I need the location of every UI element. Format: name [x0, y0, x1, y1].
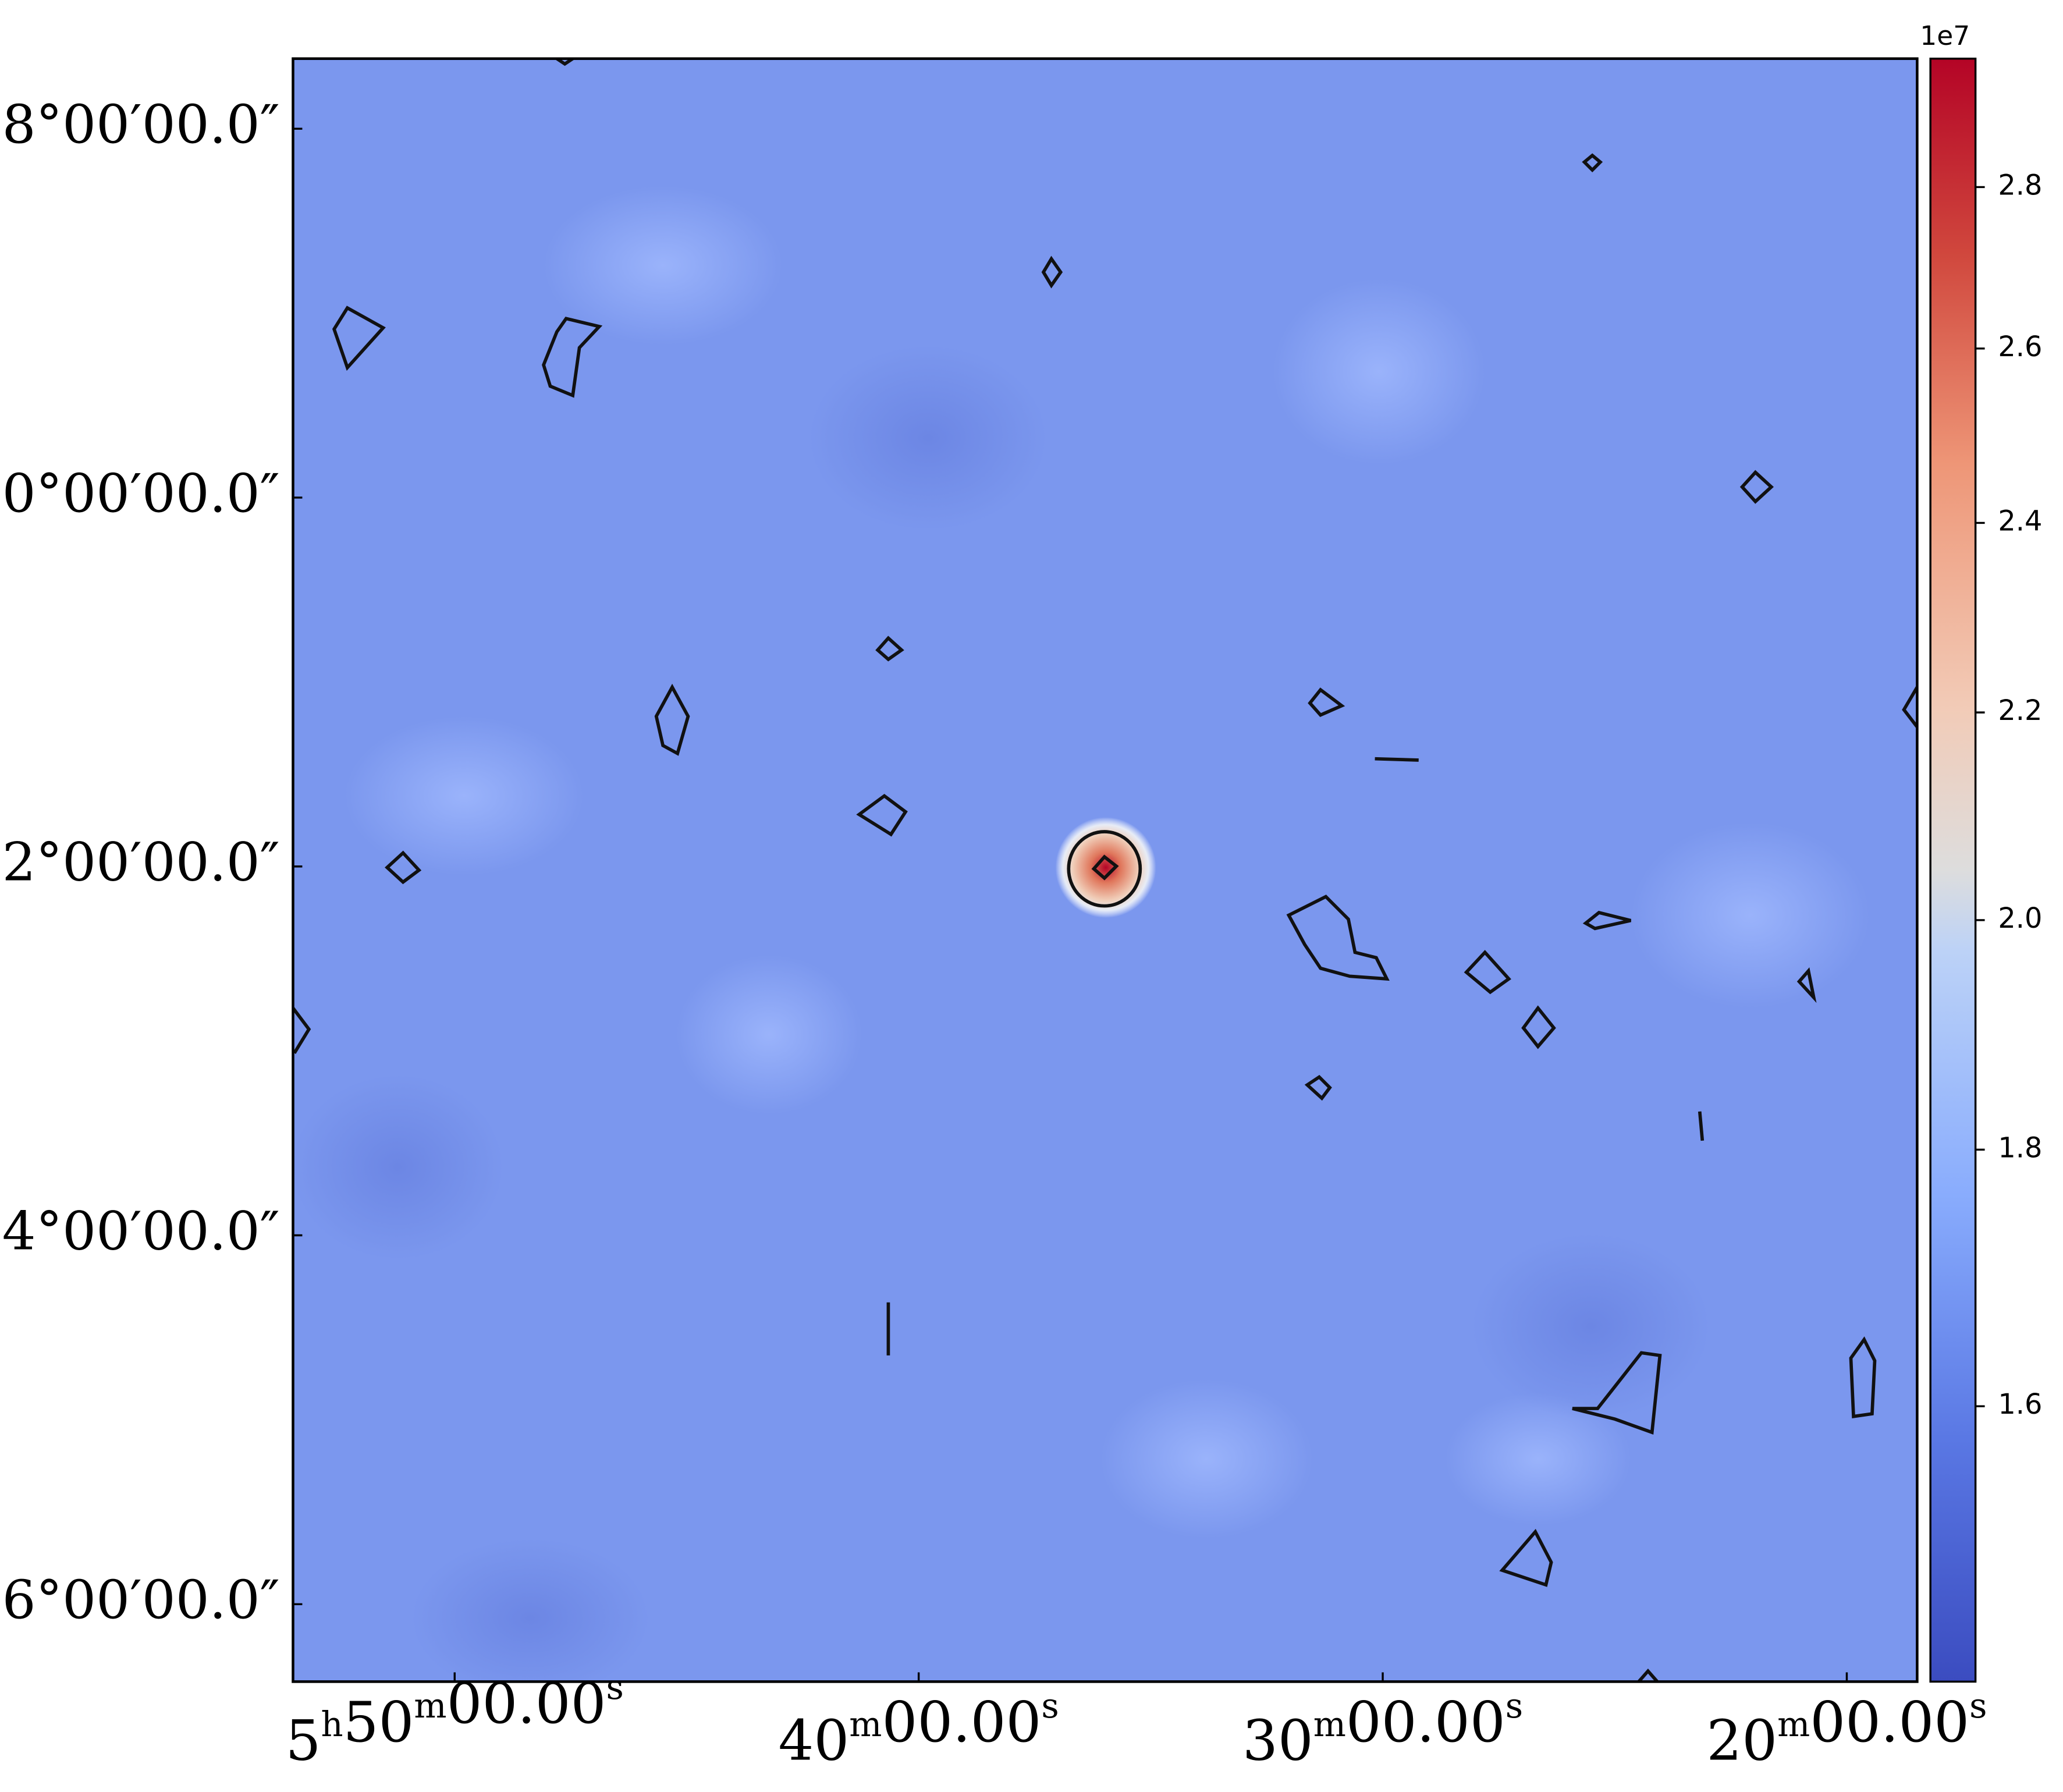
- colorbar-bar: [1929, 58, 1977, 1683]
- x-tick-label: 20m00.00s: [1706, 1685, 1987, 1773]
- x-tick-label: 40m00.00s: [779, 1685, 1059, 1773]
- y-tick-label: 20°00′00.0″: [0, 463, 280, 524]
- y-tick-label: 26°00′00.0″: [0, 1569, 280, 1631]
- y-tick-label: 24°00′00.0″: [0, 1200, 280, 1262]
- colorbar-tick-label: 2.8: [1998, 169, 2042, 201]
- plot-frame: [292, 57, 1919, 1683]
- axes: 5h50m00.00s 40m00.00s 30m00.00s 20m00.00s 18…: [0, 94, 1987, 1773]
- colorbar: 1e7 1.6 1.8 2.0 2.2 2.4 2.6 2.8: [1920, 20, 2042, 1683]
- heatmap: [293, 58, 1918, 1682]
- colorbar-tick-label: 2.2: [1998, 695, 2042, 727]
- colorbar-tick-label: 2.0: [1998, 903, 2042, 935]
- colorbar-tick-label: 1.6: [1998, 1389, 2042, 1421]
- colorbar-tick-label: 2.4: [1998, 505, 2042, 537]
- colorbar-tick-label: 2.6: [1998, 331, 2042, 363]
- color-offset: 1e7: [1920, 20, 1970, 51]
- contours: [293, 58, 1918, 1682]
- colorbar-tick-label: 1.8: [1998, 1132, 2042, 1164]
- y-tick-label: 22°00′00.0″: [0, 832, 280, 893]
- x-tick-label: 5h50m00.00s: [286, 1667, 624, 1773]
- x-tick-label: 30m00.00s: [1242, 1685, 1523, 1773]
- y-tick-label: 18°00′00.0″: [0, 94, 280, 155]
